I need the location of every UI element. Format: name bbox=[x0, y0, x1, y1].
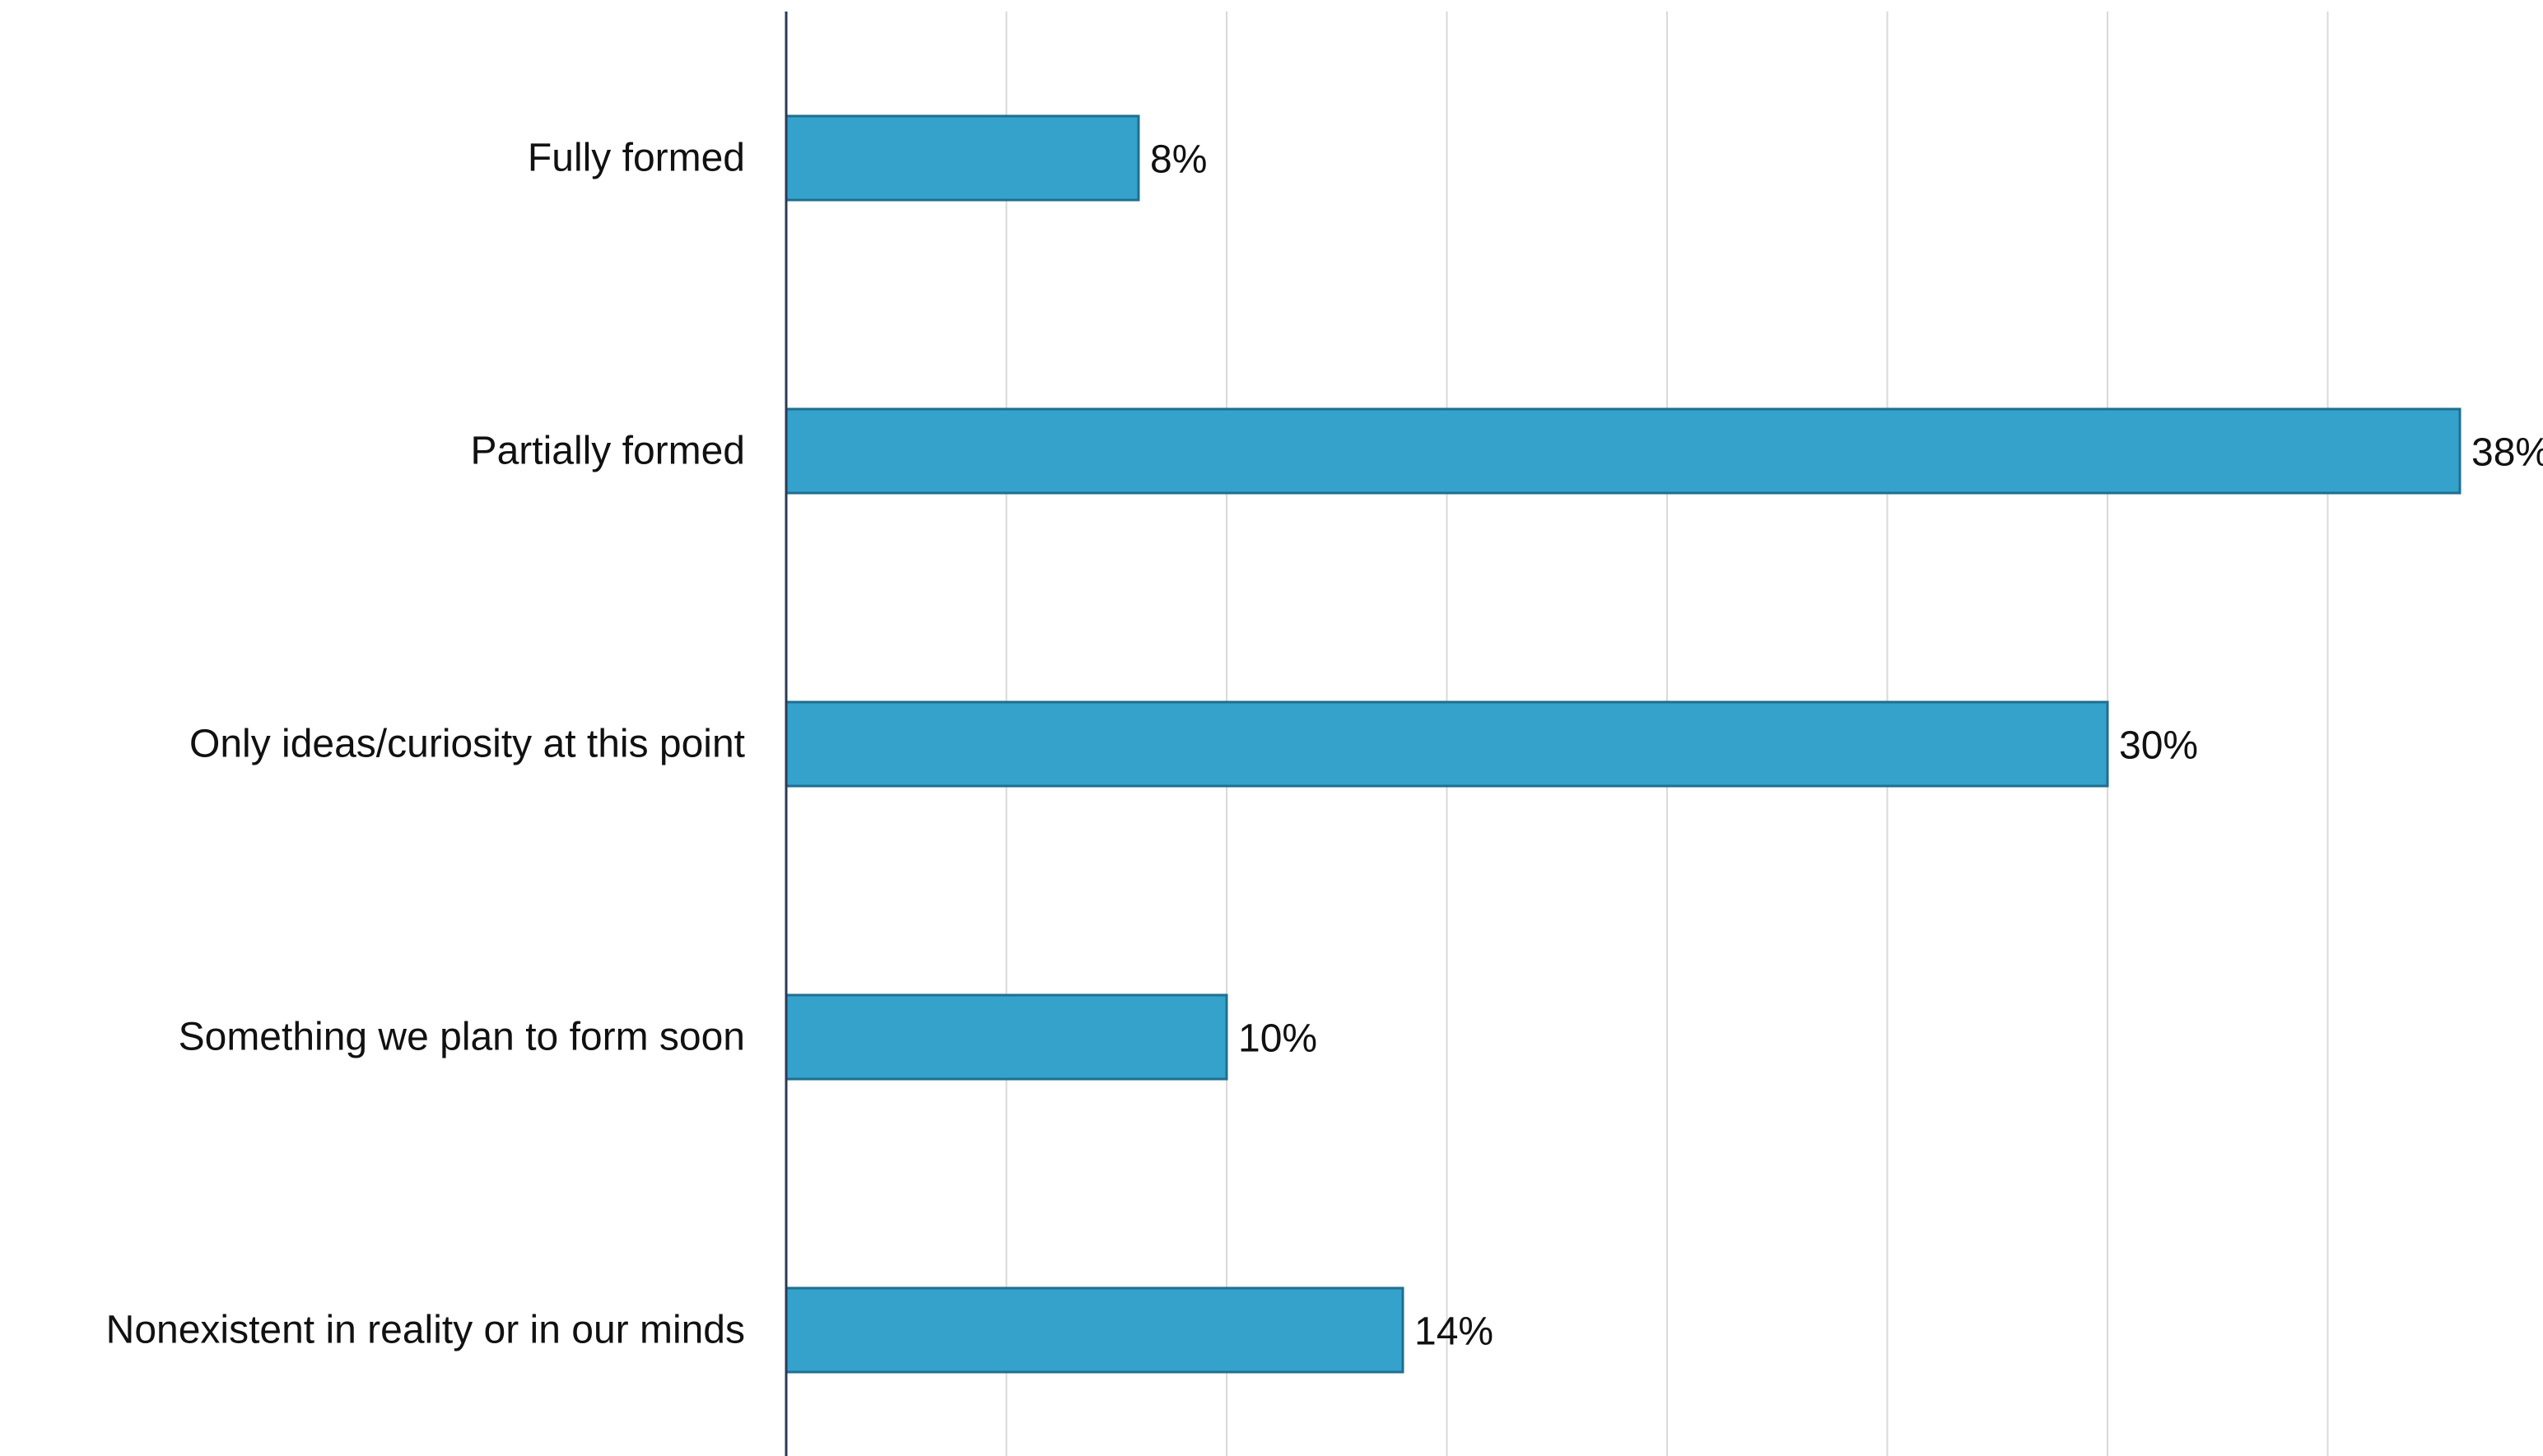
category-labels: Fully formed Partially formed Only ideas/c… bbox=[106, 137, 745, 1352]
bar-4 bbox=[785, 1286, 1404, 1374]
category-label: Something we plan to form soon bbox=[179, 1016, 745, 1059]
category-label: Nonexistent in reality or in our minds bbox=[106, 1309, 745, 1352]
value-label: 14% bbox=[1414, 1310, 1493, 1354]
value-labels: 8% 38% 30% 10% 14% bbox=[1150, 138, 2543, 1354]
bars bbox=[785, 114, 2461, 1374]
bar-3 bbox=[785, 993, 1228, 1081]
category-label: Fully formed bbox=[528, 137, 745, 180]
bar-1 bbox=[785, 407, 2461, 495]
value-label: 30% bbox=[2119, 724, 2198, 768]
category-label: Only ideas/curiosity at this point bbox=[189, 723, 745, 766]
value-label: 38% bbox=[2471, 431, 2543, 475]
value-label: 10% bbox=[1238, 1017, 1317, 1061]
category-label: Partially formed bbox=[471, 430, 745, 473]
bar-2 bbox=[785, 700, 2109, 788]
bar-0 bbox=[785, 114, 1140, 202]
value-label: 8% bbox=[1150, 138, 1207, 182]
